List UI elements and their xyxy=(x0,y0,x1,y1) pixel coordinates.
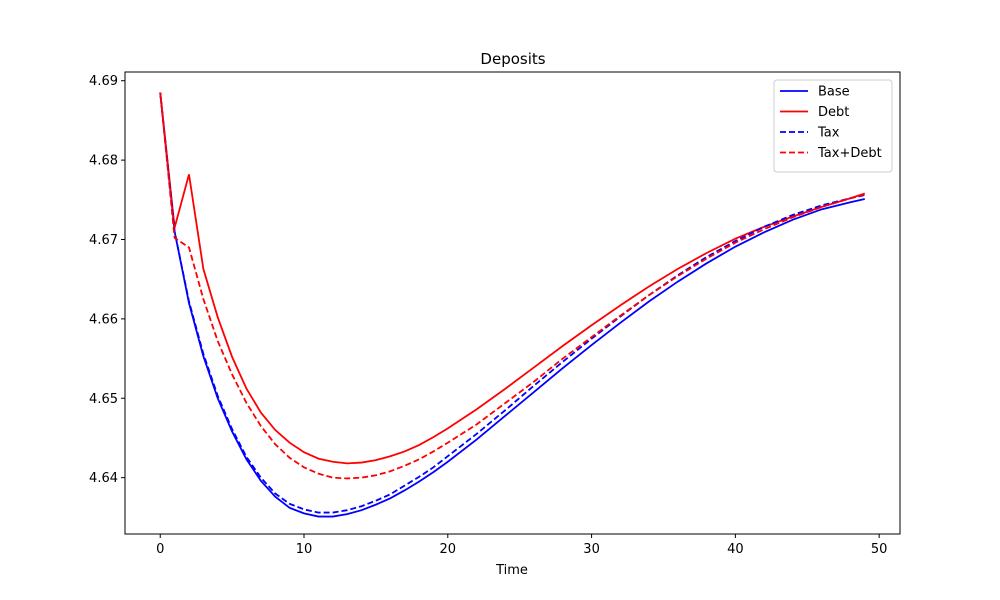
series-line-tax xyxy=(159,92,865,514)
legend-label-tax-debt: Tax+Debt xyxy=(817,146,882,161)
legend-box xyxy=(773,79,893,173)
x-axis-title: Time xyxy=(495,563,528,578)
x-tick-label: 20 xyxy=(440,542,457,557)
x-tick-label: 50 xyxy=(871,542,888,557)
series-line-tax-debt xyxy=(159,92,866,480)
series-line-base xyxy=(159,92,865,518)
y-tick-label: 4.67 xyxy=(89,233,118,248)
y-tick-label: 4.69 xyxy=(89,74,118,89)
y-axis: 4.64 4.65 4.66 4.67 4.68 4.69 xyxy=(89,74,125,486)
y-tick-label: 4.65 xyxy=(89,392,118,407)
series-layer xyxy=(159,92,866,518)
legend: Base Debt Tax Tax+Debt xyxy=(773,79,893,173)
series-line-debt xyxy=(159,92,866,465)
legend-label-tax: Tax xyxy=(817,126,840,141)
legend-label-base: Base xyxy=(818,85,850,100)
x-tick-label: 30 xyxy=(583,542,600,557)
x-tick-label: 10 xyxy=(296,542,313,557)
y-tick-label: 4.64 xyxy=(89,471,118,486)
y-tick-label: 4.68 xyxy=(89,154,118,169)
y-tick-label: 4.66 xyxy=(89,312,118,327)
x-tick-label: 0 xyxy=(156,542,164,557)
chart-title: Deposits xyxy=(480,50,545,68)
plot-area-frame xyxy=(124,71,901,535)
x-tick-label: 40 xyxy=(727,542,744,557)
x-axis: 0 10 20 30 40 50 xyxy=(156,534,887,557)
legend-label-debt: Debt xyxy=(818,105,849,120)
